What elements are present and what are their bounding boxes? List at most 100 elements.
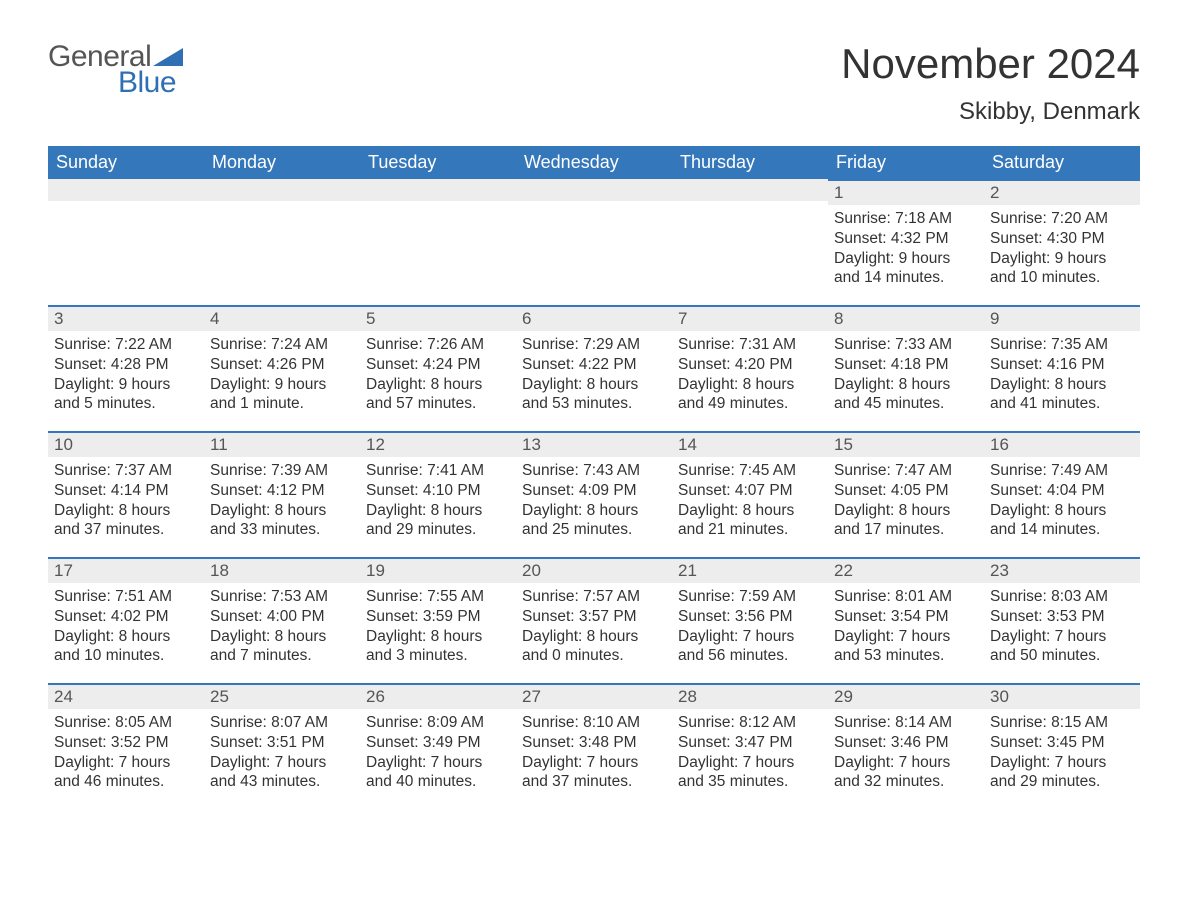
sunrise-line: Sunrise: 7:22 AM (54, 335, 198, 355)
title-block: November 2024 Skibby, Denmark (841, 40, 1140, 126)
weekday-header: Friday (828, 146, 984, 179)
daylight-line: Daylight: 8 hours and 41 minutes. (990, 375, 1134, 415)
weekday-header: Thursday (672, 146, 828, 179)
day-number: 7 (672, 305, 828, 331)
daylight-line: Daylight: 7 hours and 56 minutes. (678, 627, 822, 667)
sunset-line: Sunset: 4:05 PM (834, 481, 978, 501)
calendar-cell: 28Sunrise: 8:12 AMSunset: 3:47 PMDayligh… (672, 683, 828, 809)
day-body: Sunrise: 7:35 AMSunset: 4:16 PMDaylight:… (984, 331, 1140, 420)
sunset-line: Sunset: 3:54 PM (834, 607, 978, 627)
sunrise-line: Sunrise: 7:29 AM (522, 335, 666, 355)
day-body: Sunrise: 7:20 AMSunset: 4:30 PMDaylight:… (984, 205, 1140, 294)
sunrise-line: Sunrise: 8:10 AM (522, 713, 666, 733)
daylight-line: Daylight: 8 hours and 29 minutes. (366, 501, 510, 541)
sunset-line: Sunset: 4:28 PM (54, 355, 198, 375)
daylight-line: Daylight: 9 hours and 14 minutes. (834, 249, 978, 289)
day-body: Sunrise: 7:55 AMSunset: 3:59 PMDaylight:… (360, 583, 516, 672)
day-number: 13 (516, 431, 672, 457)
sunset-line: Sunset: 4:02 PM (54, 607, 198, 627)
day-body: Sunrise: 7:33 AMSunset: 4:18 PMDaylight:… (828, 331, 984, 420)
calendar-cell: 20Sunrise: 7:57 AMSunset: 3:57 PMDayligh… (516, 557, 672, 683)
day-number: 23 (984, 557, 1140, 583)
sunset-line: Sunset: 4:16 PM (990, 355, 1134, 375)
daylight-line: Daylight: 8 hours and 10 minutes. (54, 627, 198, 667)
calendar-cell: 30Sunrise: 8:15 AMSunset: 3:45 PMDayligh… (984, 683, 1140, 809)
day-number: 27 (516, 683, 672, 709)
calendar-cell: 4Sunrise: 7:24 AMSunset: 4:26 PMDaylight… (204, 305, 360, 431)
calendar-cell: 18Sunrise: 7:53 AMSunset: 4:00 PMDayligh… (204, 557, 360, 683)
day-body: Sunrise: 7:53 AMSunset: 4:00 PMDaylight:… (204, 583, 360, 672)
calendar-cell: 22Sunrise: 8:01 AMSunset: 3:54 PMDayligh… (828, 557, 984, 683)
calendar-cell (516, 179, 672, 305)
calendar-cell: 17Sunrise: 7:51 AMSunset: 4:02 PMDayligh… (48, 557, 204, 683)
month-title: November 2024 (841, 40, 1140, 88)
calendar-cell: 23Sunrise: 8:03 AMSunset: 3:53 PMDayligh… (984, 557, 1140, 683)
calendar-row: 10Sunrise: 7:37 AMSunset: 4:14 PMDayligh… (48, 431, 1140, 557)
sunrise-line: Sunrise: 7:37 AM (54, 461, 198, 481)
calendar-cell: 1Sunrise: 7:18 AMSunset: 4:32 PMDaylight… (828, 179, 984, 305)
daylight-line: Daylight: 7 hours and 32 minutes. (834, 753, 978, 793)
day-body: Sunrise: 8:15 AMSunset: 3:45 PMDaylight:… (984, 709, 1140, 798)
sunrise-line: Sunrise: 7:57 AM (522, 587, 666, 607)
sunrise-line: Sunrise: 7:51 AM (54, 587, 198, 607)
logo-text-blue: Blue (118, 66, 183, 100)
day-body: Sunrise: 8:09 AMSunset: 3:49 PMDaylight:… (360, 709, 516, 798)
sunset-line: Sunset: 3:59 PM (366, 607, 510, 627)
sunrise-line: Sunrise: 7:59 AM (678, 587, 822, 607)
day-number: 26 (360, 683, 516, 709)
calendar-cell: 29Sunrise: 8:14 AMSunset: 3:46 PMDayligh… (828, 683, 984, 809)
daylight-line: Daylight: 7 hours and 37 minutes. (522, 753, 666, 793)
day-body: Sunrise: 8:10 AMSunset: 3:48 PMDaylight:… (516, 709, 672, 798)
calendar-cell: 5Sunrise: 7:26 AMSunset: 4:24 PMDaylight… (360, 305, 516, 431)
day-number: 15 (828, 431, 984, 457)
sunrise-line: Sunrise: 8:09 AM (366, 713, 510, 733)
daylight-line: Daylight: 7 hours and 35 minutes. (678, 753, 822, 793)
daylight-line: Daylight: 7 hours and 43 minutes. (210, 753, 354, 793)
day-body: Sunrise: 7:59 AMSunset: 3:56 PMDaylight:… (672, 583, 828, 672)
day-number: 28 (672, 683, 828, 709)
calendar-cell: 27Sunrise: 8:10 AMSunset: 3:48 PMDayligh… (516, 683, 672, 809)
daylight-line: Daylight: 7 hours and 53 minutes. (834, 627, 978, 667)
sunset-line: Sunset: 3:47 PM (678, 733, 822, 753)
calendar-cell: 11Sunrise: 7:39 AMSunset: 4:12 PMDayligh… (204, 431, 360, 557)
day-number: 30 (984, 683, 1140, 709)
sunset-line: Sunset: 4:24 PM (366, 355, 510, 375)
daylight-line: Daylight: 8 hours and 25 minutes. (522, 501, 666, 541)
day-body: Sunrise: 7:47 AMSunset: 4:05 PMDaylight:… (828, 457, 984, 546)
day-body: Sunrise: 7:43 AMSunset: 4:09 PMDaylight:… (516, 457, 672, 546)
sunrise-line: Sunrise: 7:55 AM (366, 587, 510, 607)
sunset-line: Sunset: 4:04 PM (990, 481, 1134, 501)
daylight-line: Daylight: 9 hours and 5 minutes. (54, 375, 198, 415)
sunset-line: Sunset: 4:32 PM (834, 229, 978, 249)
day-number: 17 (48, 557, 204, 583)
calendar-cell: 26Sunrise: 8:09 AMSunset: 3:49 PMDayligh… (360, 683, 516, 809)
day-number: 8 (828, 305, 984, 331)
day-number: 16 (984, 431, 1140, 457)
daylight-line: Daylight: 7 hours and 46 minutes. (54, 753, 198, 793)
daylight-line: Daylight: 8 hours and 0 minutes. (522, 627, 666, 667)
sunset-line: Sunset: 4:00 PM (210, 607, 354, 627)
day-body: Sunrise: 7:51 AMSunset: 4:02 PMDaylight:… (48, 583, 204, 672)
sunset-line: Sunset: 4:09 PM (522, 481, 666, 501)
daylight-line: Daylight: 7 hours and 50 minutes. (990, 627, 1134, 667)
sunrise-line: Sunrise: 7:41 AM (366, 461, 510, 481)
day-number: 11 (204, 431, 360, 457)
calendar-cell: 13Sunrise: 7:43 AMSunset: 4:09 PMDayligh… (516, 431, 672, 557)
day-number: 4 (204, 305, 360, 331)
sunrise-line: Sunrise: 8:15 AM (990, 713, 1134, 733)
day-number: 25 (204, 683, 360, 709)
day-body: Sunrise: 8:03 AMSunset: 3:53 PMDaylight:… (984, 583, 1140, 672)
daylight-line: Daylight: 8 hours and 33 minutes. (210, 501, 354, 541)
daylight-line: Daylight: 8 hours and 21 minutes. (678, 501, 822, 541)
sunrise-line: Sunrise: 7:35 AM (990, 335, 1134, 355)
sunrise-line: Sunrise: 7:24 AM (210, 335, 354, 355)
day-body: Sunrise: 7:29 AMSunset: 4:22 PMDaylight:… (516, 331, 672, 420)
day-body: Sunrise: 7:41 AMSunset: 4:10 PMDaylight:… (360, 457, 516, 546)
day-body: Sunrise: 8:14 AMSunset: 3:46 PMDaylight:… (828, 709, 984, 798)
daylight-line: Daylight: 8 hours and 49 minutes. (678, 375, 822, 415)
day-number: 14 (672, 431, 828, 457)
weekday-header: Saturday (984, 146, 1140, 179)
daylight-line: Daylight: 8 hours and 3 minutes. (366, 627, 510, 667)
day-number: 5 (360, 305, 516, 331)
sunrise-line: Sunrise: 7:31 AM (678, 335, 822, 355)
